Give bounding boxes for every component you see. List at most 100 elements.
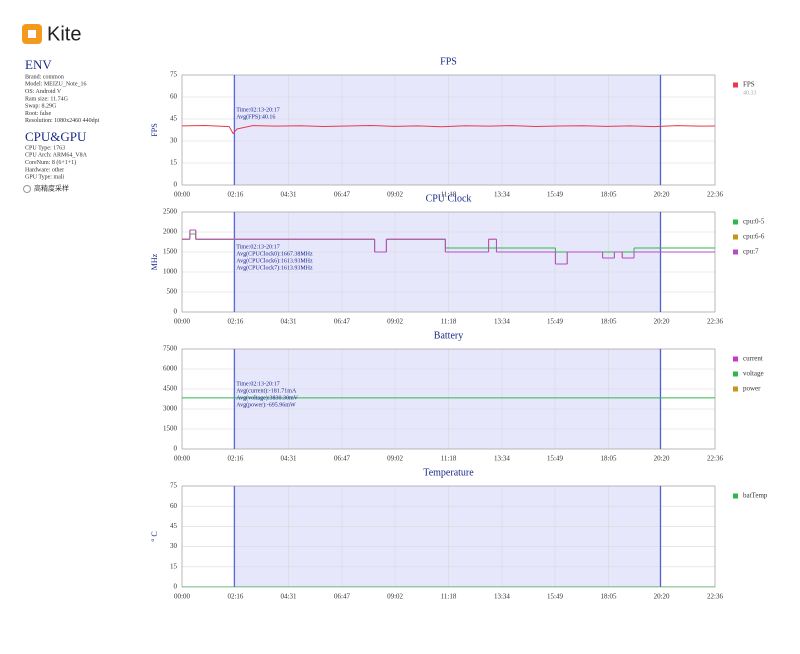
y-tick-label: 1000 (163, 268, 178, 276)
x-tick-label: 04:31 (281, 191, 297, 199)
annotation: Avg(voltage):3830.30mV (236, 394, 298, 401)
y-tick-label: 7500 (163, 345, 178, 353)
selection-area (234, 212, 661, 312)
x-tick-label: 02:16 (227, 191, 243, 199)
cpu-gpu-line: CPU Type: 1763 (25, 145, 65, 151)
legend-label: cpu:0-5 (743, 218, 765, 226)
x-tick-label: 18:05 (601, 191, 617, 199)
series-group (182, 397, 715, 399)
legend-label: cpu:7 (743, 248, 759, 256)
selection-area (234, 349, 661, 449)
y-tick-label: 1500 (163, 425, 178, 433)
x-tick-label: 02:16 (227, 593, 243, 601)
y-axis-label: ° C (150, 531, 159, 542)
y-tick-label: 6000 (163, 365, 178, 373)
annotation: Time:02:13-20:17 (236, 107, 279, 113)
cpu-gpu-line: GPU Type: mali (25, 175, 64, 181)
x-tick-label: 22:36 (707, 191, 723, 199)
checkbox-label[interactable]: 高精度采样 (34, 184, 69, 193)
y-tick-label: 15 (170, 159, 178, 167)
x-tick-label: 20:20 (654, 318, 670, 326)
y-tick-label: 0 (174, 583, 178, 591)
env-title: ENV (25, 57, 52, 72)
y-tick-label: 2500 (163, 208, 178, 216)
annotation: Time:02:13-20:17 (236, 381, 279, 387)
checkbox[interactable] (23, 185, 31, 193)
logo-text: Kite (47, 23, 81, 45)
series-line (182, 124, 715, 135)
plot-border (181, 74, 716, 186)
x-tick-label: 00:00 (174, 455, 190, 463)
y-tick-label: 500 (167, 288, 178, 296)
env-line: Brand: common (25, 74, 64, 80)
annotation: Avg(current):-181.71mA (236, 387, 297, 394)
y-tick-label: 15 (170, 562, 178, 570)
y-tick-label: 30 (170, 542, 178, 550)
chart-title: CPU Clock (426, 193, 472, 204)
legend-label: current (743, 355, 763, 363)
chart: Temperature ° C 0 15 30 45 60 75 00:00 02:16 04:31… (150, 467, 768, 600)
env-line: Ram size: 11.74G (25, 96, 69, 102)
legend-label: FPS (743, 81, 755, 89)
x-tick-label: 22:36 (707, 318, 723, 326)
x-tick-label: 06:47 (334, 593, 350, 601)
x-tick-label: 04:31 (281, 318, 297, 326)
x-tick-label: 00:00 (174, 593, 190, 601)
series-group (182, 124, 715, 135)
y-tick-label: 45 (170, 522, 178, 530)
x-tick-label: 18:05 (601, 455, 617, 463)
legend-swatch (733, 386, 738, 392)
env-line: OS: Android V (25, 89, 62, 95)
y-tick-label: 0 (174, 181, 178, 189)
annotation: Avg(power):-695.96mW (236, 401, 296, 408)
cpu-gpu-line: CPU Arch: ARM64_V8A (25, 153, 88, 159)
env-line: Swap: 8.29G (25, 104, 57, 110)
legend-swatch (733, 493, 738, 499)
logo-icon-inner (28, 30, 36, 38)
x-tick-label: 02:16 (227, 318, 243, 326)
cpu-gpu-title: CPU&GPU (25, 129, 87, 144)
y-axis-label: MHz (150, 253, 159, 270)
y-tick-label: 75 (170, 71, 178, 79)
cpu-gpu-line: Hardware: other (25, 167, 64, 173)
x-tick-label: 09:02 (387, 318, 403, 326)
y-tick-label: 2000 (163, 228, 178, 236)
y-tick-label: 60 (170, 502, 178, 510)
annotation: Time:02:13-20:17 (236, 244, 279, 250)
x-tick-label: 06:47 (334, 318, 350, 326)
legend-swatch (733, 356, 738, 362)
x-tick-label: 15:49 (547, 191, 563, 199)
x-tick-label: 11:18 (441, 318, 457, 326)
x-tick-label: 18:05 (601, 318, 617, 326)
legend-swatch (733, 82, 738, 88)
legend-label: cpu:6-6 (743, 233, 765, 241)
annotation: Avg(CPUClock7):1613.93MHz (236, 264, 313, 271)
x-tick-label: 00:00 (174, 318, 190, 326)
plot-border (181, 211, 716, 313)
x-tick-label: 20:20 (654, 593, 670, 601)
chart-title: Battery (434, 330, 463, 341)
x-tick-label: 06:47 (334, 191, 350, 199)
series-group (182, 229, 715, 265)
x-tick-label: 22:36 (707, 593, 723, 601)
env-line: Resolution: 1080x2460 440dpi (25, 118, 100, 124)
legend-swatch (733, 249, 738, 255)
chart-title: Temperature (423, 467, 474, 478)
x-tick-label: 13:34 (494, 318, 510, 326)
plot-border (181, 348, 716, 450)
x-tick-label: 09:02 (387, 593, 403, 601)
chart: CPU Clock MHz 0 500 1000 1500 2000 2500 00:00 02:… (150, 193, 765, 325)
annotation: Avg(FPS):40.16 (236, 113, 275, 120)
chart: Battery 0 1500 3000 4500 6000 7500 00:00 02:16 04… (163, 330, 764, 462)
x-tick-label: 11:18 (441, 593, 457, 601)
y-tick-label: 3000 (163, 405, 178, 413)
y-tick-label: 0 (174, 445, 178, 453)
x-tick-label: 04:31 (281, 593, 297, 601)
x-tick-label: 00:00 (174, 191, 190, 199)
chart-title: FPS (440, 56, 457, 67)
legend-swatch (733, 219, 738, 225)
y-tick-label: 75 (170, 482, 178, 490)
annotation: Avg(CPUClock6):1613.93MHz (236, 257, 313, 264)
x-tick-label: 13:34 (494, 593, 510, 601)
